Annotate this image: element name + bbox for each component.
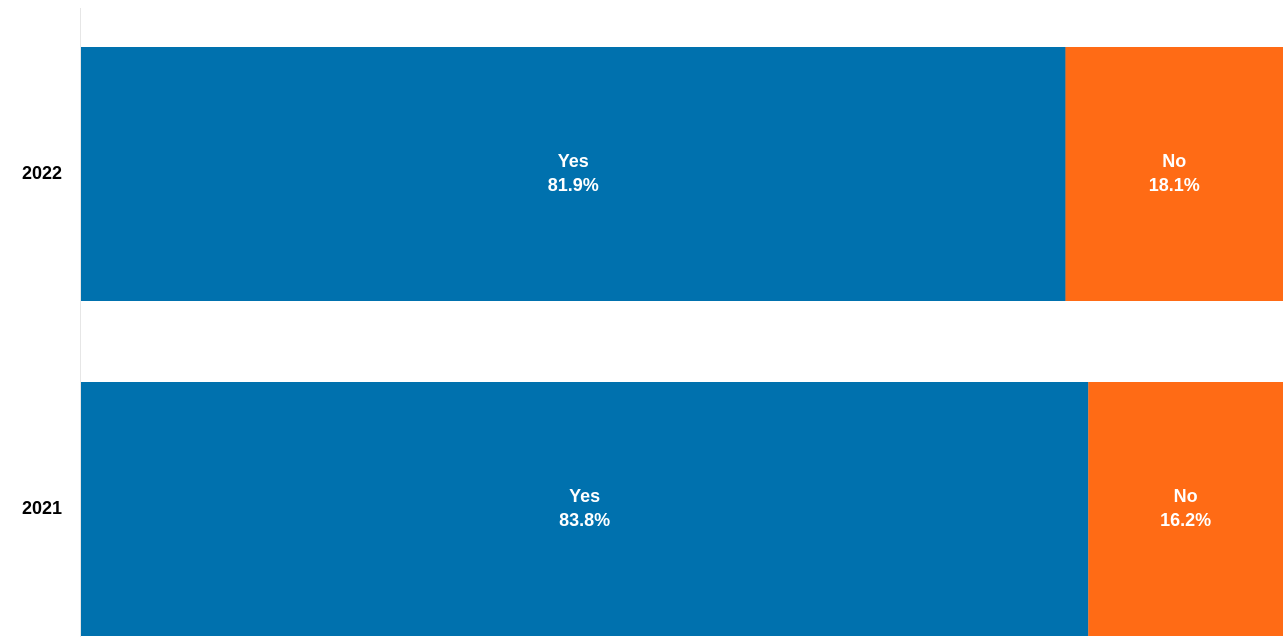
- y-tick-label: 2021: [22, 498, 62, 518]
- segment-name: Yes: [558, 151, 589, 171]
- data-label: 83.8%: [559, 510, 610, 530]
- segment-name: No: [1174, 486, 1198, 506]
- segment-name: No: [1162, 151, 1186, 171]
- bar-segment: [1065, 47, 1283, 301]
- segment-name: Yes: [569, 486, 600, 506]
- bar-segment: [81, 382, 1089, 636]
- bar-segment: [81, 47, 1066, 301]
- data-label: 16.2%: [1160, 510, 1211, 530]
- data-label: 81.9%: [548, 175, 599, 195]
- bar-segment: [1088, 382, 1283, 636]
- data-label: 18.1%: [1149, 175, 1200, 195]
- y-tick-label: 2022: [22, 163, 62, 183]
